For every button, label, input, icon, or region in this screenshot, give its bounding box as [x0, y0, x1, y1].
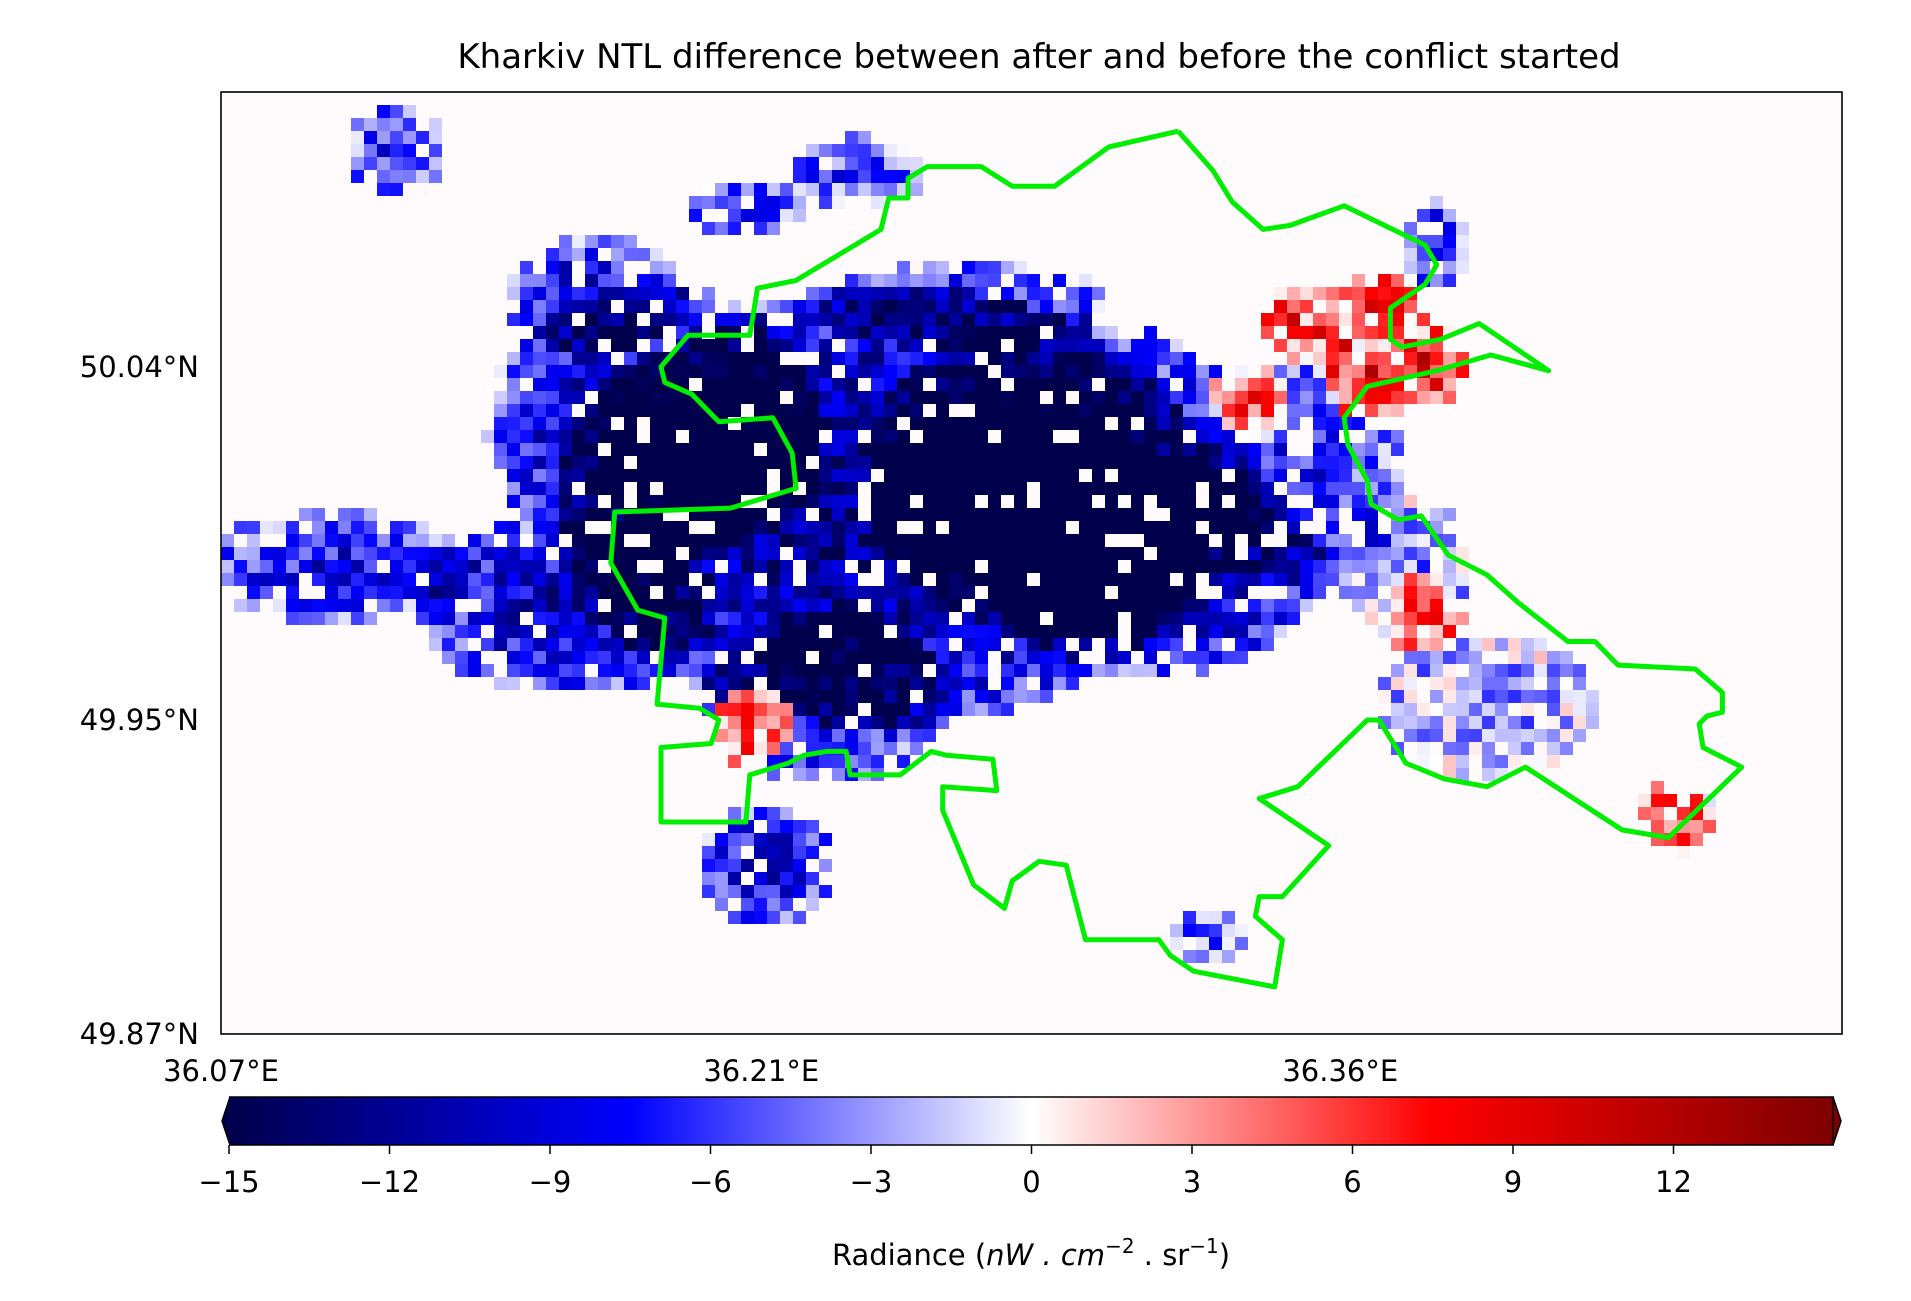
colorbar-tick-label: −15	[198, 1165, 259, 1199]
colorbar-tick-label: −12	[359, 1165, 420, 1199]
x-axis: 36.07°E 36.21°E 36.36°E	[163, 1054, 1398, 1088]
colorbar-tick-label: 12	[1655, 1165, 1692, 1199]
x-tick-label: 36.36°E	[1282, 1054, 1398, 1088]
colorbar-extend-min	[221, 1096, 231, 1146]
y-tick-label: 50.04°N	[80, 350, 199, 384]
colorbar-tick-label: −6	[689, 1165, 732, 1199]
colorbar: −15 −12 −9 −6 −3 0 3 6 9 12 Radiance (nW . cm−2 .…	[198, 1096, 1842, 1272]
y-tick-label: 49.87°N	[80, 1017, 199, 1051]
y-tick-label: 49.95°N	[80, 703, 199, 737]
colorbar-gradient	[229, 1097, 1834, 1145]
y-axis: 50.04°N 49.95°N 49.87°N	[80, 350, 199, 1051]
colorbar-tick-label: 0	[1022, 1165, 1040, 1199]
colorbar-tick-label: −9	[529, 1165, 572, 1199]
x-tick-label: 36.07°E	[163, 1054, 279, 1088]
x-tick-label: 36.21°E	[703, 1054, 819, 1088]
colorbar-tick-label: −3	[850, 1165, 893, 1199]
colorbar-tick-label: 3	[1183, 1165, 1201, 1199]
colorbar-ticks: −15 −12 −9 −6 −3 0 3 6 9 12	[198, 1145, 1692, 1199]
radiance-heatmap	[221, 105, 1716, 963]
colorbar-extend-max	[1832, 1096, 1842, 1146]
colorbar-label: Radiance (nW . cm−2 . sr−1)	[832, 1234, 1230, 1272]
city-boundary	[608, 128, 1745, 990]
colorbar-tick-label: 9	[1504, 1165, 1522, 1199]
chart-title: Kharkiv NTL difference between after and…	[457, 37, 1620, 77]
map-frame	[220, 91, 1843, 1035]
colorbar-tick-label: 6	[1343, 1165, 1361, 1199]
